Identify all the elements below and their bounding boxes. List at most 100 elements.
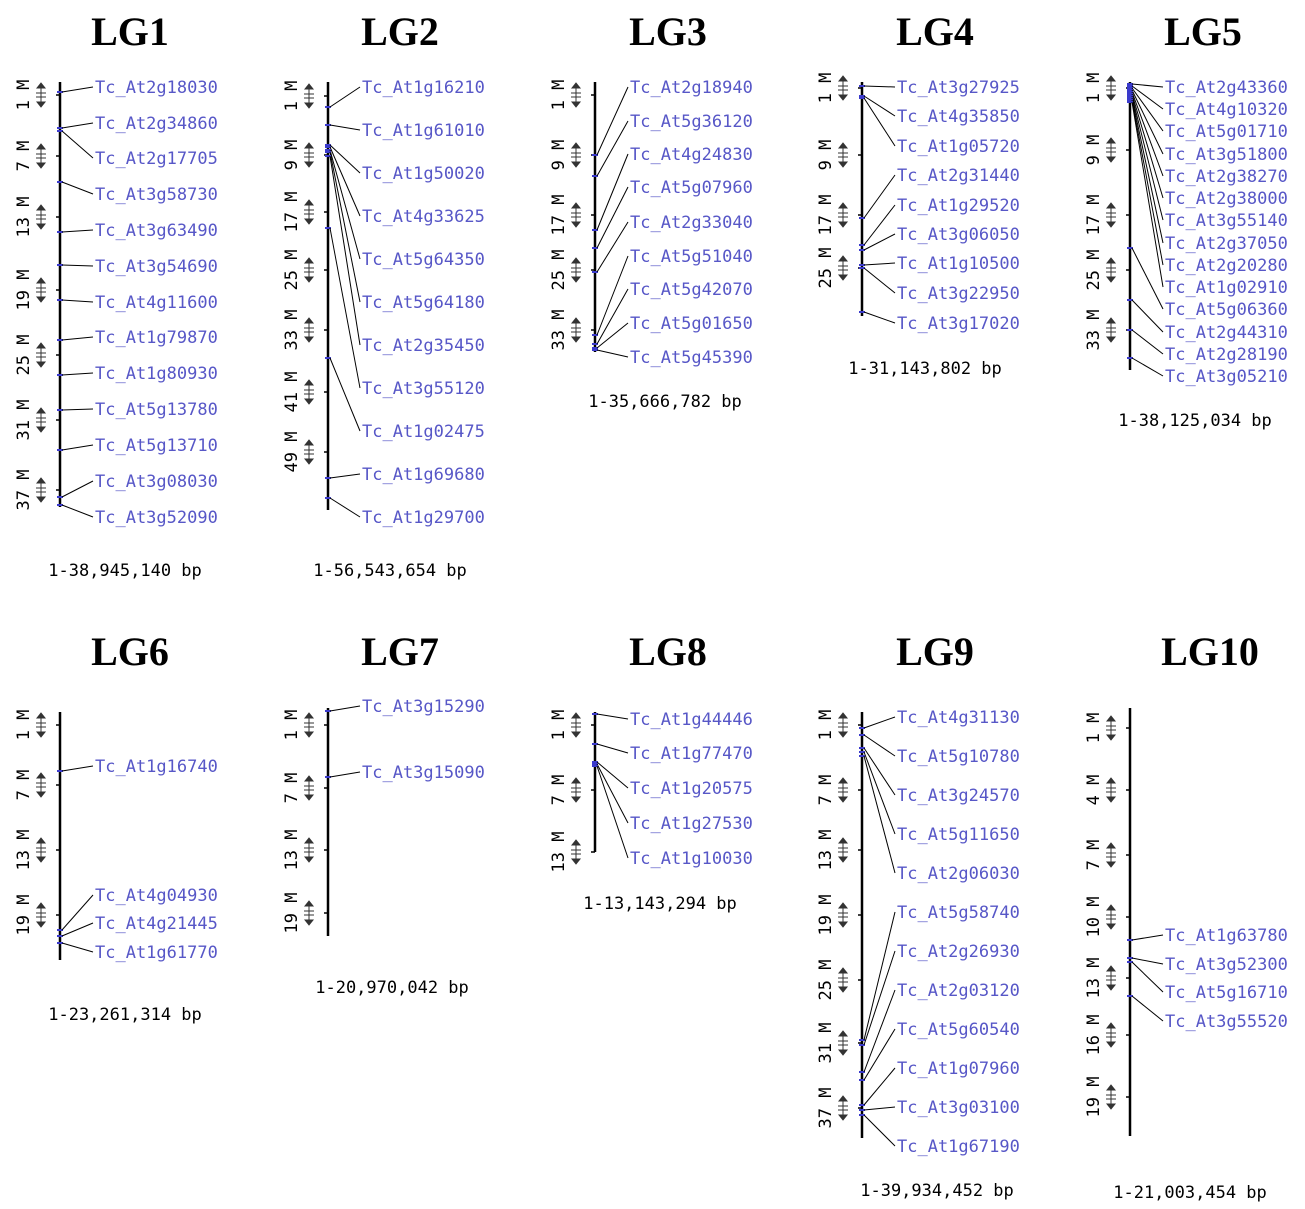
scale-tick-label: 7 M: [816, 775, 836, 806]
scale-tick-label: 37 M: [816, 1088, 836, 1129]
chromosome-range-label: 1-38,945,140 bp: [48, 561, 202, 581]
gene-marker-label: Tc_At5g01710: [1165, 122, 1288, 142]
gene-marker-label: Tc_At5g36120: [630, 112, 753, 132]
gene-marker-label: Tc_At5g06360: [1165, 300, 1288, 320]
gene-marker-label: Tc_At2g03120: [897, 981, 1020, 1001]
scale-tick-label: 13 M: [1084, 958, 1104, 999]
gene-marker-label: Tc_At5g11650: [897, 825, 1020, 845]
scale-tick-label: 7 M: [14, 141, 34, 172]
gene-marker-label: Tc_At3g55140: [1165, 211, 1288, 231]
marker-leader-line: [863, 734, 896, 757]
marker-leader-line: [329, 146, 361, 217]
scale-tick-label: 7 M: [282, 773, 302, 804]
gene-marker-label: Tc_At5g42070: [630, 280, 753, 300]
scale-tick-label: 17 M: [1084, 195, 1104, 236]
marker-leader-line: [329, 357, 361, 432]
gene-marker-label: Tc_At4g31130: [897, 708, 1020, 728]
gene-marker-label: Tc_At1g20575: [630, 779, 753, 799]
scale-tick-label: 25 M: [1084, 250, 1104, 291]
gene-marker-label: Tc_At3g15090: [362, 763, 485, 783]
marker-leader-line: [863, 174, 896, 219]
chromosome-range-label: 1-35,666,782 bp: [588, 392, 742, 412]
scale-tick-label: 33 M: [1084, 310, 1104, 351]
gene-marker-label: Tc_At1g10500: [897, 254, 1020, 274]
gene-marker-label: Tc_At5g58740: [897, 903, 1020, 923]
linkage-group-title: LG5: [1164, 9, 1242, 54]
gene-marker-label: Tc_At1g61010: [362, 121, 485, 141]
marker-leader-line: [863, 747, 896, 796]
gene-marker-label: Tc_At1g29520: [897, 196, 1020, 216]
scale-tick-label: 1 M: [1084, 713, 1104, 744]
marker-leader-line: [61, 229, 94, 233]
marker-leader-line: [1131, 961, 1164, 993]
marker-leader-line: [1131, 357, 1164, 377]
marker-leader-line: [329, 705, 361, 712]
marker-leader-line: [1131, 247, 1164, 310]
marker-leader-line: [1131, 83, 1164, 88]
marker-leader-line: [61, 504, 94, 518]
gene-marker-label: Tc_At5g13780: [95, 400, 218, 420]
marker-leader-line: [329, 149, 361, 260]
marker-leader-line: [596, 120, 629, 177]
gene-marker-label: Tc_At1g02475: [362, 422, 485, 442]
marker-leader-line: [596, 349, 629, 358]
marker-leader-line: [329, 227, 361, 389]
gene-marker-label: Tc_At3g51800: [1165, 145, 1288, 165]
gene-marker-label: Tc_At2g26930: [897, 942, 1020, 962]
marker-leader-line: [329, 771, 361, 778]
gene-marker-label: Tc_At3g55520: [1165, 1012, 1288, 1032]
scale-tick-label: 10 M: [1084, 897, 1104, 938]
marker-leader-line: [61, 86, 94, 93]
chromosome-range-label: 1-31,143,802 bp: [848, 359, 1002, 379]
gene-marker-label: Tc_At3g22950: [897, 284, 1020, 304]
scale-tick-label: 25 M: [549, 250, 569, 291]
gene-marker-label: Tc_At2g18030: [95, 78, 218, 98]
marker-leader-line: [329, 124, 361, 131]
scale-tick-label: 19 M: [14, 895, 34, 936]
gene-marker-label: Tc_At1g67190: [897, 1137, 1020, 1157]
marker-leader-line: [863, 911, 896, 1041]
marker-leader-line: [596, 322, 629, 349]
gene-marker-label: Tc_At1g61770: [95, 943, 218, 963]
scale-tick-label: 1 M: [549, 710, 569, 741]
gene-marker-label: Tc_At2g31440: [897, 166, 1020, 186]
gene-marker-label: Tc_At5g13710: [95, 436, 218, 456]
marker-leader-line: [61, 299, 94, 303]
gene-marker-label: Tc_At2g06030: [897, 864, 1020, 884]
gene-marker-label: Tc_At1g16740: [95, 757, 218, 777]
gene-marker-label: Tc_At3g03100: [897, 1098, 1020, 1118]
gene-marker-label: Tc_At1g10030: [630, 849, 753, 869]
marker-leader-line: [863, 989, 896, 1073]
gene-marker-label: Tc_At3g17020: [897, 314, 1020, 334]
linkage-group-title: LG1: [91, 9, 169, 54]
marker-leader-line: [1131, 957, 1164, 965]
gene-marker-label: Tc_At1g27530: [630, 814, 753, 834]
marker-leader-line: [863, 97, 896, 147]
scale-tick-label: 7 M: [1084, 840, 1104, 871]
marker-leader-line: [863, 267, 896, 294]
scale-tick-label: 1 M: [14, 710, 34, 741]
scale-tick-label: 1 M: [1084, 73, 1104, 104]
gene-marker-label: Tc_At2g34860: [95, 114, 218, 134]
scale-tick-label: 19 M: [1084, 1077, 1104, 1118]
scale-tick-label: 25 M: [816, 960, 836, 1001]
gene-marker-label: Tc_At2g44310: [1165, 323, 1288, 343]
marker-leader-line: [61, 444, 94, 451]
scale-tick-label: 13 M: [816, 830, 836, 871]
gene-marker-label: Tc_At5g64350: [362, 250, 485, 270]
gene-marker-label: Tc_At3g06050: [897, 225, 1020, 245]
gene-marker-label: Tc_At2g28190: [1165, 345, 1288, 365]
linkage-group-lg9: LG9 1 M 7 M 13 M 19 M 25 M 31 M 37 M Tc_At4g3113…: [816, 629, 1020, 1201]
scale-tick-label: 19 M: [282, 893, 302, 934]
scale-tick-label: 33 M: [282, 310, 302, 351]
marker-leader-line: [863, 262, 896, 266]
marker-leader-line: [61, 480, 94, 498]
marker-leader-line: [863, 204, 896, 246]
marker-leader-line: [596, 713, 629, 720]
marker-leader-line: [596, 153, 629, 231]
marker-leader-line: [1131, 101, 1164, 288]
marker-leader-line: [1131, 93, 1164, 199]
scale-tick-label: 31 M: [14, 400, 34, 441]
marker-leader-line: [61, 336, 94, 341]
scale-tick-label: 9 M: [816, 140, 836, 171]
